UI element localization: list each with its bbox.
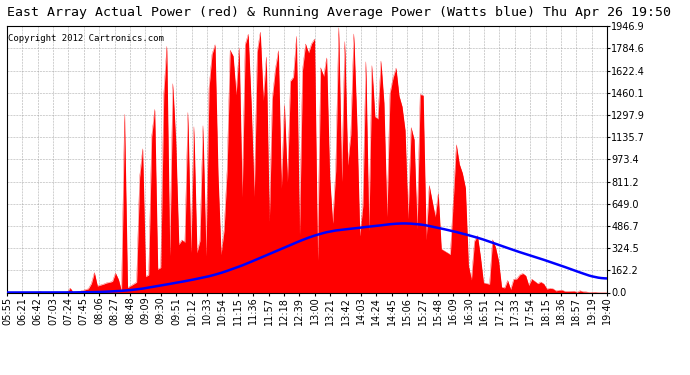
Text: Copyright 2012 Cartronics.com: Copyright 2012 Cartronics.com <box>8 34 164 43</box>
Text: East Array Actual Power (red) & Running Average Power (Watts blue) Thu Apr 26 19: East Array Actual Power (red) & Running … <box>7 6 671 19</box>
